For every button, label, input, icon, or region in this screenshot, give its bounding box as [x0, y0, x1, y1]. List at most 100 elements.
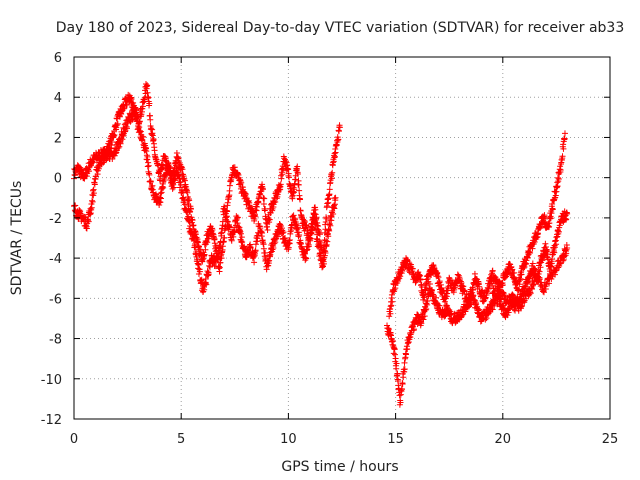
data-point [320, 260, 327, 267]
data-point [234, 214, 241, 221]
data-point [277, 221, 284, 228]
data-point [436, 302, 443, 309]
data-point [205, 271, 212, 278]
data-point [390, 350, 397, 357]
data-point [251, 259, 258, 266]
data-point [290, 212, 297, 219]
data-point [215, 244, 222, 251]
x-tick-label: 15 [387, 432, 404, 447]
y-tick-label: 4 [54, 91, 62, 106]
data-point [145, 159, 152, 166]
data-point [451, 286, 458, 293]
data-point [399, 380, 406, 387]
data-point [420, 316, 427, 323]
data-point [221, 234, 228, 241]
data-point [296, 187, 303, 194]
data-point [279, 171, 286, 178]
data-point [226, 187, 233, 194]
data-point [332, 194, 339, 201]
data-point [537, 264, 544, 271]
data-point [170, 181, 177, 188]
data-point [179, 166, 186, 173]
data-point [294, 224, 301, 231]
data-point [332, 149, 339, 156]
data-point [90, 190, 97, 197]
data-point [296, 232, 303, 239]
data-point [323, 237, 330, 244]
data-point [555, 176, 562, 183]
axis-ticks: 0 5 10 15 20 25 -12 -10 -8 -6 -4 -2 0 2 4 6 [41, 51, 619, 447]
y-tick-label: -12 [41, 413, 62, 428]
data-point [499, 281, 506, 288]
data-point [294, 170, 301, 177]
data-point [234, 220, 241, 227]
data-point [198, 276, 205, 283]
data-point [421, 294, 428, 301]
data-point [231, 164, 238, 171]
data-point [520, 265, 527, 272]
data-point [238, 179, 245, 186]
data-point [426, 280, 433, 287]
data-point [461, 287, 468, 294]
data-point [403, 351, 410, 358]
data-point [157, 195, 164, 202]
data-point [264, 226, 271, 233]
data-point [162, 155, 169, 162]
data-point [169, 185, 176, 192]
grid [74, 57, 610, 419]
data-point [181, 177, 188, 184]
data-point [401, 368, 408, 375]
data-point [436, 278, 443, 285]
data-point [285, 166, 292, 173]
data-point [560, 145, 567, 152]
data-point [396, 392, 403, 399]
data-point [470, 292, 477, 299]
data-point [294, 163, 301, 170]
data-point [286, 237, 293, 244]
data-point [547, 215, 554, 222]
data-point [485, 285, 492, 292]
data-point [280, 229, 287, 236]
data-point [506, 293, 513, 300]
data-point [137, 128, 144, 135]
data-point [529, 285, 536, 292]
data-point [311, 215, 318, 222]
data-point [326, 227, 333, 234]
data-point [187, 222, 194, 229]
data-point [331, 205, 338, 212]
data-point [399, 386, 406, 393]
x-tick-label: 5 [177, 432, 185, 447]
data-point [336, 124, 343, 131]
data-point [278, 175, 285, 182]
data-point [217, 238, 224, 245]
data-point [277, 181, 284, 188]
data-point [114, 120, 121, 127]
data-point [554, 183, 561, 190]
data-point [89, 198, 96, 205]
data-point [459, 311, 466, 318]
data-point [175, 171, 182, 178]
data-point [548, 210, 555, 217]
data-point [303, 255, 310, 262]
data-point [401, 366, 408, 373]
data-point [271, 240, 278, 247]
y-tick-label: -10 [41, 373, 62, 388]
data-point [108, 139, 115, 146]
data-point [527, 249, 534, 256]
data-point [203, 281, 210, 288]
data-point [564, 210, 571, 217]
data-point [529, 260, 536, 267]
y-tick-label: -8 [49, 333, 62, 348]
data-point [212, 242, 219, 249]
data-point [243, 254, 250, 261]
data-point [252, 247, 259, 254]
data-point [301, 250, 308, 257]
data-point [325, 233, 332, 240]
data-point [549, 206, 556, 213]
data-point [548, 276, 555, 283]
data-point [387, 310, 394, 317]
data-point [409, 265, 416, 272]
data-point [540, 289, 547, 296]
data-point [116, 143, 123, 150]
